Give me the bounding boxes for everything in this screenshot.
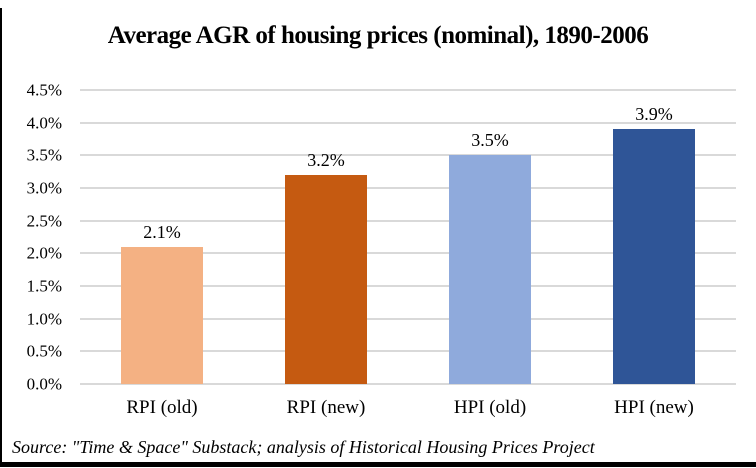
bar-slot: 3.5%: [408, 90, 572, 384]
plot-area: 2.1% 3.2% 3.5% 3.9%: [80, 89, 736, 385]
gridline: [80, 383, 736, 385]
y-axis: 4.5% 4.0% 3.5% 3.0% 2.5% 2.0% 1.5% 1.0% 0.5% 0.0%: [10, 82, 62, 393]
y-tick-label: 4.0%: [26, 113, 62, 133]
y-tick-label: 2.5%: [26, 211, 62, 231]
bars: 2.1% 3.2% 3.5% 3.9%: [80, 90, 736, 384]
y-tick-label: 0.5%: [26, 341, 62, 361]
frame-border-left: [0, 8, 2, 466]
gridline: [80, 350, 736, 353]
bar-value-label: 3.5%: [471, 130, 509, 151]
gridline: [80, 121, 736, 124]
bar-slot: 3.9%: [572, 90, 736, 384]
y-tick-label: 2.0%: [26, 243, 62, 263]
bar-slot: 2.1%: [80, 90, 244, 384]
bar-slot: 3.2%: [244, 90, 408, 384]
bar-hpi-old: [449, 155, 531, 384]
y-tick-label: 0.0%: [26, 374, 62, 394]
y-tick-label: 3.5%: [26, 145, 62, 165]
source-note: Source: "Time & Space" Substack; analysi…: [12, 437, 595, 457]
x-axis-labels: RPI (old) RPI (new) HPI (old) HPI (new): [80, 397, 736, 419]
gridline: [80, 187, 736, 189]
category-label: HPI (old): [453, 397, 527, 418]
bar-rpi-old: [121, 246, 203, 384]
chart-title: Average AGR of housing prices (nominal),…: [107, 22, 649, 49]
y-tick-label: 4.5%: [26, 80, 62, 100]
category-label: RPI (old): [126, 397, 198, 418]
y-tick-label: 1.5%: [26, 276, 62, 296]
gridline: [80, 285, 736, 287]
bar-value-label: 2.1%: [143, 221, 181, 242]
bar-value-label: 3.9%: [635, 104, 673, 125]
category-label: HPI (new): [614, 397, 694, 418]
bar-rpi-new: [285, 174, 367, 384]
gridline: [80, 219, 736, 222]
gridline: [80, 252, 736, 255]
gridline: [80, 89, 736, 91]
gridline: [80, 317, 736, 320]
gridlines: [80, 89, 736, 385]
y-tick-label: 3.0%: [26, 178, 62, 198]
bar-hpi-new: [613, 129, 695, 384]
bar-value-label: 3.2%: [307, 149, 345, 170]
frame-border-bottom: [0, 462, 756, 467]
gridline: [80, 154, 736, 157]
y-tick-label: 1.0%: [26, 309, 62, 329]
category-label: RPI (new): [286, 397, 366, 418]
